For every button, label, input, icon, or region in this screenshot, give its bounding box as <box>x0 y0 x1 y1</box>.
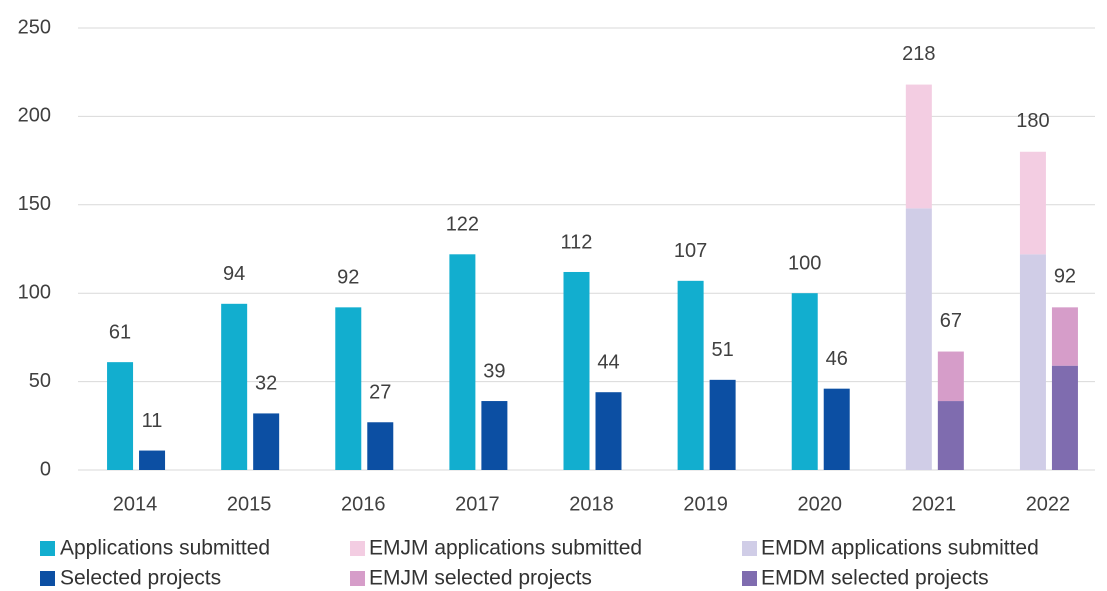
bar <box>563 271 590 470</box>
bar <box>1051 365 1078 470</box>
legend-label: EMDM selected projects <box>761 567 989 590</box>
legend-swatch <box>40 541 55 556</box>
x-tick-label: 2015 <box>227 493 272 515</box>
value-label: 46 <box>826 348 848 370</box>
value-label: 92 <box>337 267 359 289</box>
value-label: 94 <box>223 263 245 285</box>
bar <box>595 392 622 470</box>
legend-label: EMJM applications submitted <box>369 537 642 560</box>
bar <box>1019 151 1046 255</box>
x-tick-label: 2014 <box>113 493 158 515</box>
y-tick-label: 100 <box>18 281 51 303</box>
bar <box>221 303 248 470</box>
bar <box>937 351 964 402</box>
value-label: 51 <box>711 339 733 361</box>
bar <box>253 413 280 470</box>
bar <box>677 280 704 470</box>
value-label: 122 <box>446 214 479 236</box>
legend-swatch <box>350 541 365 556</box>
bar <box>905 208 932 470</box>
stack-total-label: 67 <box>940 310 962 332</box>
legend-swatch <box>742 541 757 556</box>
y-tick-label: 0 <box>40 458 51 480</box>
bar <box>449 254 476 470</box>
legend-swatch <box>350 571 365 586</box>
value-label: 107 <box>674 240 707 262</box>
bar <box>139 450 166 470</box>
value-label: 27 <box>369 382 391 404</box>
stack-total-label: 218 <box>902 43 935 65</box>
value-label: 32 <box>255 373 277 395</box>
stack-total-label: 92 <box>1054 266 1076 288</box>
bar <box>367 422 394 470</box>
value-label: 44 <box>597 351 619 373</box>
legend-swatch <box>742 571 757 586</box>
bar <box>335 307 362 470</box>
x-tick-label: 2021 <box>912 493 957 515</box>
bar <box>1019 254 1046 470</box>
x-tick-label: 2022 <box>1026 493 1071 515</box>
y-tick-label: 150 <box>18 193 51 215</box>
legend-swatch <box>40 571 55 586</box>
y-tick-label: 50 <box>29 370 51 392</box>
bar <box>937 401 964 470</box>
y-tick-label: 200 <box>18 105 51 127</box>
value-label: 112 <box>561 231 593 253</box>
value-label: 11 <box>142 410 163 432</box>
legend-label: EMDM applications submitted <box>761 537 1039 560</box>
bar <box>107 362 134 470</box>
value-label: 100 <box>788 252 821 274</box>
bar <box>481 401 508 470</box>
x-tick-label: 2019 <box>683 493 728 515</box>
value-label: 61 <box>109 321 131 343</box>
x-tick-label: 2020 <box>797 493 842 515</box>
bar <box>791 293 818 470</box>
legend-label: EMJM selected projects <box>369 567 592 590</box>
bar <box>823 388 850 470</box>
bar <box>709 379 736 470</box>
stack-total-label: 180 <box>1016 110 1049 132</box>
legend-label: Selected projects <box>60 567 221 590</box>
y-tick-label: 250 <box>18 16 51 38</box>
legend-label: Applications submitted <box>60 537 270 560</box>
x-tick-label: 2016 <box>341 493 386 515</box>
value-label: 39 <box>483 360 505 382</box>
x-tick-label: 2017 <box>455 493 500 515</box>
bar <box>905 84 932 209</box>
x-tick-label: 2018 <box>569 493 614 515</box>
bar <box>1051 307 1078 366</box>
